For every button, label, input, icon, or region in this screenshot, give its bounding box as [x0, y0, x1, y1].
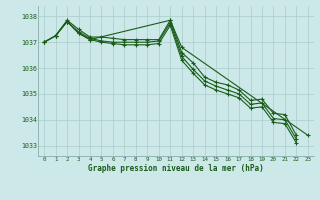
X-axis label: Graphe pression niveau de la mer (hPa): Graphe pression niveau de la mer (hPa): [88, 164, 264, 173]
